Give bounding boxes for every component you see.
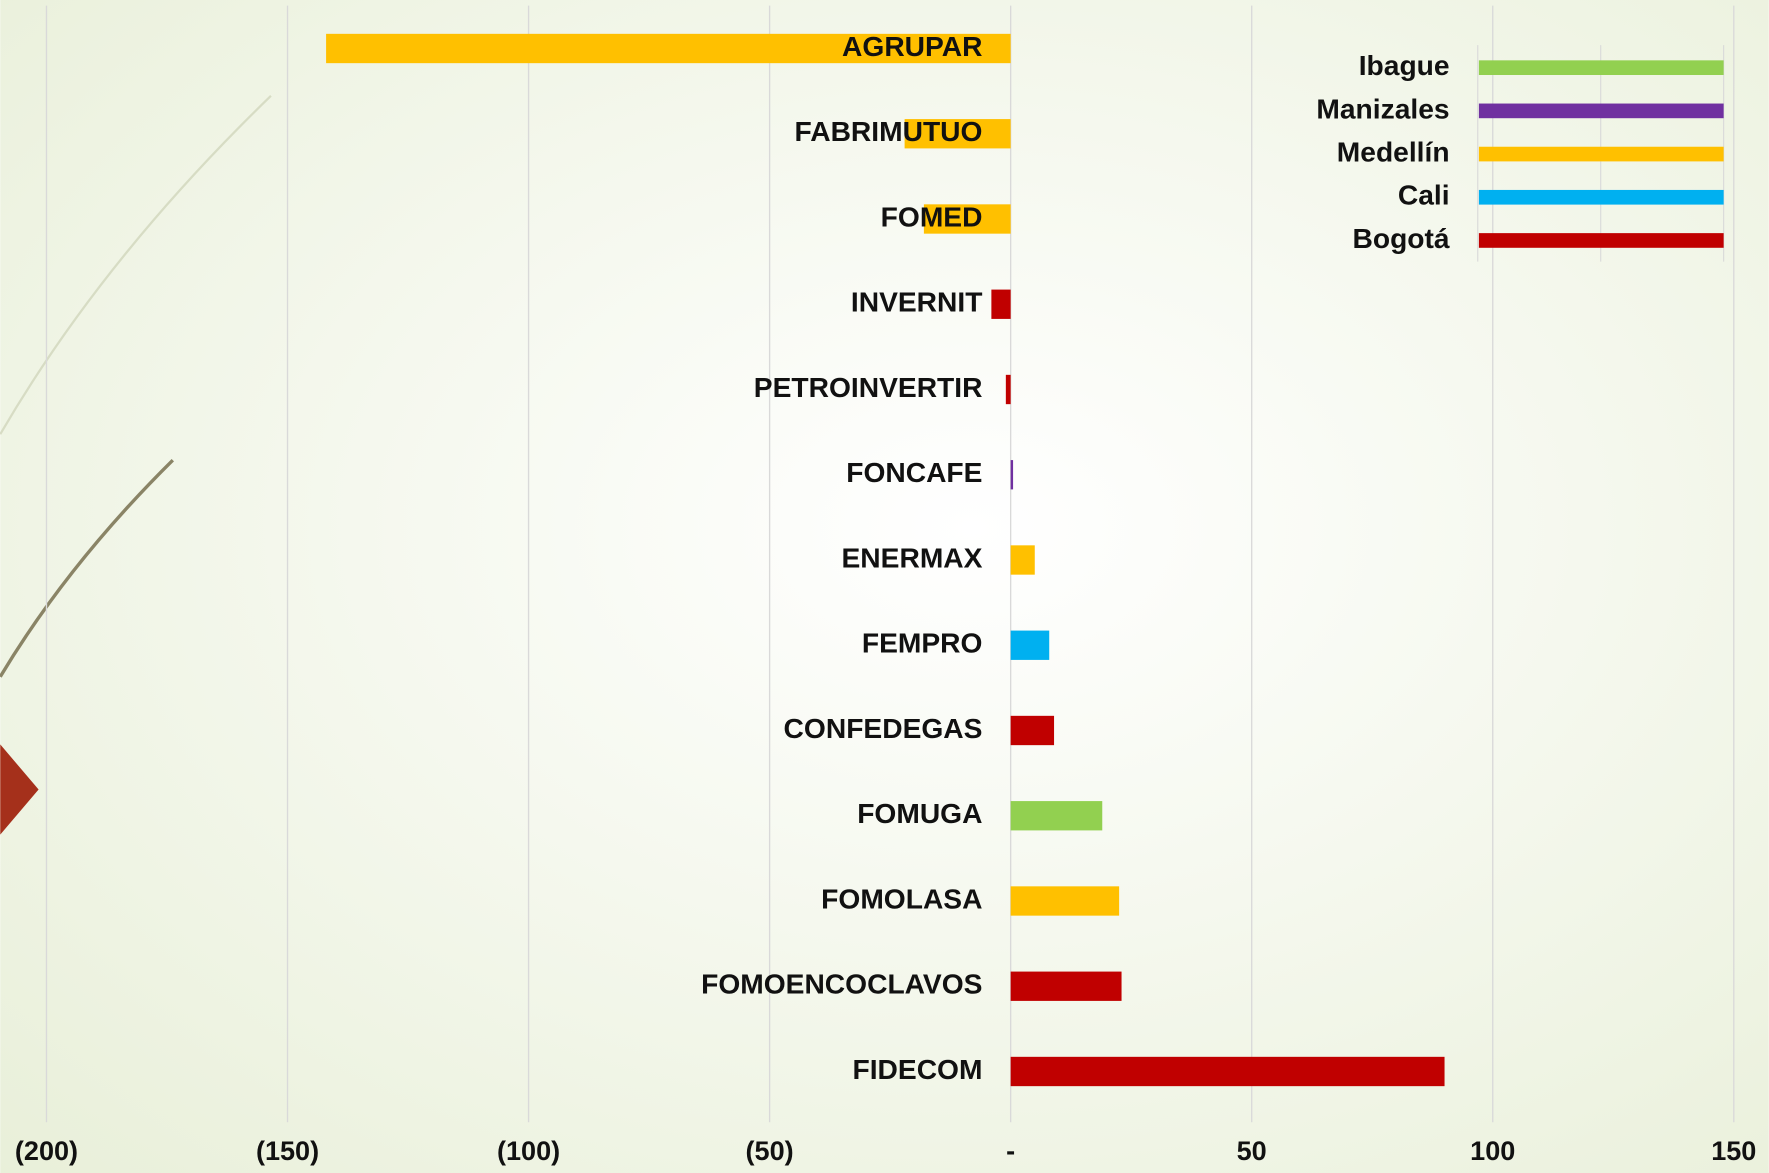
legend-swatch — [1478, 233, 1724, 248]
category-label: ENERMAX — [842, 541, 983, 573]
bars — [326, 33, 1445, 1087]
grid — [45, 5, 1735, 1123]
legend-label: Manizales — [1316, 92, 1449, 124]
bar — [1010, 460, 1014, 490]
x-tick-label: 50 — [1237, 1136, 1267, 1166]
bar — [1010, 971, 1122, 1001]
decor-curve — [0, 95, 272, 435]
bar — [1010, 545, 1035, 575]
x-tick-label: - — [1006, 1136, 1015, 1166]
category-label: FOMUGA — [857, 797, 982, 829]
legend-swatch — [1478, 146, 1724, 162]
decor-diamond — [0, 744, 39, 835]
bar — [904, 119, 1011, 149]
category-label: CONFEDEGAS — [784, 712, 983, 744]
bar — [1010, 886, 1120, 916]
bar — [1010, 1056, 1445, 1087]
x-tick-label: (150) — [256, 1136, 319, 1166]
category-label: FOMOLASA — [821, 882, 982, 914]
bar — [1010, 715, 1055, 746]
legend-swatch — [1478, 189, 1724, 205]
category-label: INVERNIT — [851, 286, 983, 318]
x-tick-label: (200) — [15, 1136, 78, 1166]
legend-label: Cali — [1398, 179, 1450, 211]
decor-curve — [0, 458, 174, 678]
x-tick-label: 150 — [1711, 1136, 1756, 1166]
legend-swatch — [1478, 60, 1724, 76]
bar — [1005, 374, 1011, 405]
legend-swatch — [1478, 103, 1724, 119]
legend: Ibague Manizales Medellín Cali Bogotá — [1316, 45, 1725, 262]
bar — [923, 204, 1011, 234]
category-label: FOMED — [881, 200, 983, 232]
category-label: FOMOENCOCLAVOS — [701, 968, 982, 1000]
bar — [991, 289, 1011, 319]
category-label: FIDECOM — [852, 1053, 982, 1085]
bar — [1010, 801, 1103, 831]
category-label: FEMPRO — [862, 627, 983, 659]
bar — [326, 33, 1011, 64]
x-tick-label: 100 — [1470, 1136, 1515, 1166]
legend-label: Bogotá — [1352, 222, 1449, 254]
category-label: FONCAFE — [846, 456, 982, 488]
category-label: AGRUPAR — [842, 30, 982, 62]
category-label: PETROINVERTIR — [754, 371, 983, 403]
x-tick-label: (50) — [746, 1136, 794, 1166]
bar — [1010, 630, 1050, 660]
legend-label: Ibague — [1359, 49, 1450, 81]
legend-label: Medellín — [1337, 136, 1450, 168]
category-label: FABRIMUTUO — [795, 115, 983, 147]
labels: (200) (150) (100) (50) - 50 100 150 AGRUPAR FABRI… — [15, 30, 1756, 1166]
x-tick-label: (100) — [497, 1136, 560, 1166]
